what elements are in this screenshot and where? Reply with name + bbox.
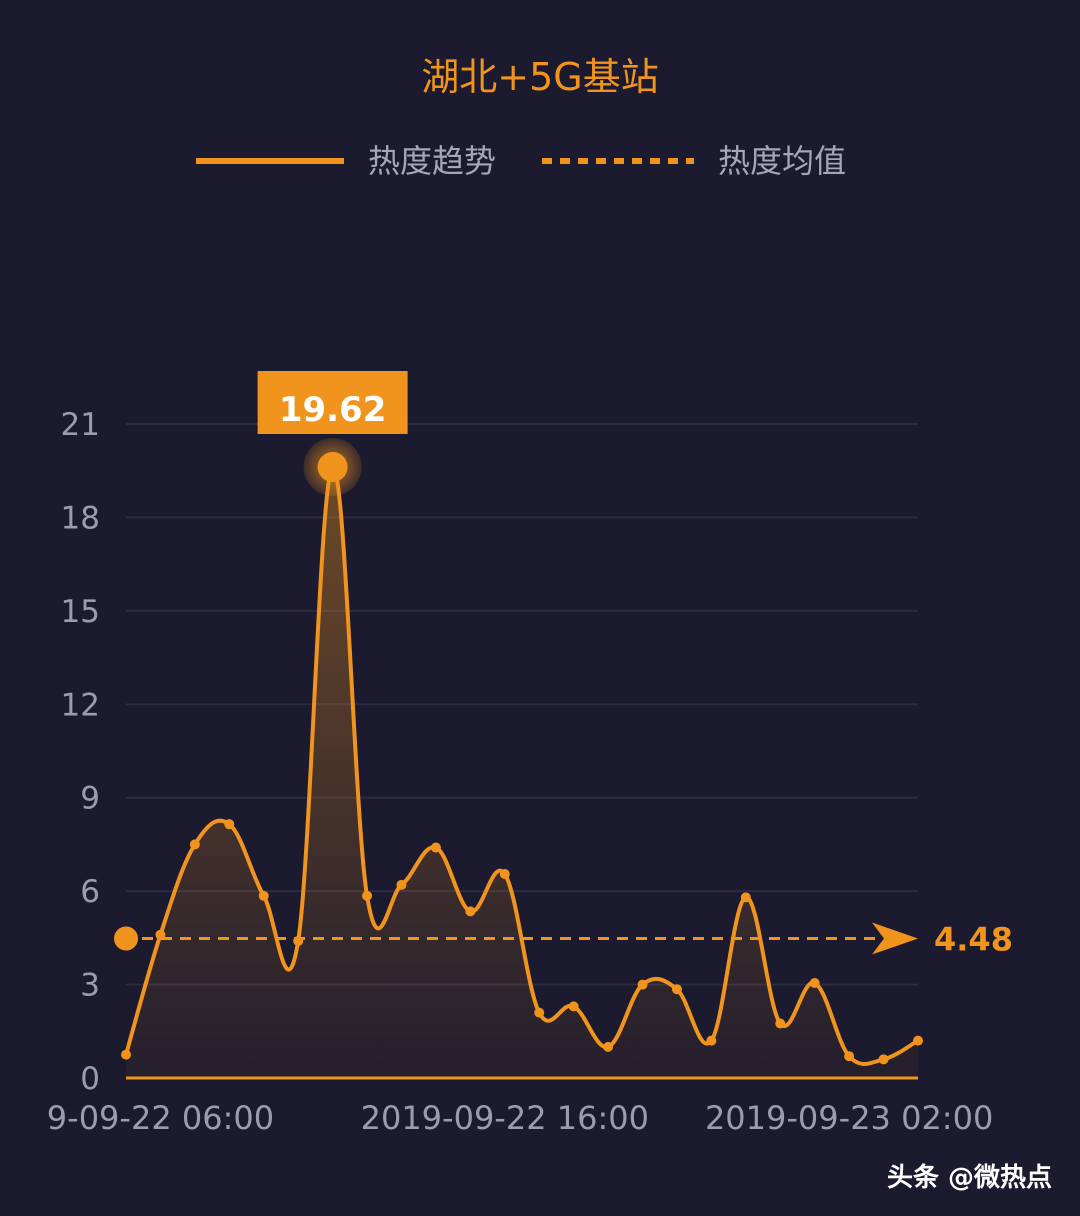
data-point: [430, 842, 441, 853]
data-point: [362, 890, 373, 901]
x-tick-label: 2019-09-23 02:00: [705, 1099, 993, 1137]
data-point: [258, 890, 269, 901]
data-point: [293, 935, 304, 946]
legend-average-label: 热度均值: [718, 142, 846, 180]
data-point: [740, 892, 751, 903]
data-point: [844, 1051, 855, 1062]
y-tick-label: 0: [80, 1061, 100, 1097]
data-point: [706, 1035, 717, 1046]
average-line-group: 4.48: [114, 920, 1013, 958]
x-axis-ticks: 9-09-22 06:00 2019-09-22 16:00 2019-09-23 …: [47, 1099, 994, 1137]
data-point: [603, 1041, 614, 1052]
data-point: [878, 1054, 889, 1065]
chart-title: 湖北+5G基站: [421, 55, 658, 99]
data-point: [534, 1007, 545, 1018]
peak-label-box: [257, 371, 408, 434]
legend-trend-label: 热度趋势: [368, 142, 496, 180]
y-tick-label: 6: [80, 874, 100, 910]
data-points: [121, 819, 923, 1065]
data-point: [671, 984, 682, 995]
average-start-dot: [114, 926, 138, 951]
y-tick-label: 18: [61, 500, 100, 536]
average-arrow: [872, 922, 918, 955]
peak-value-label: 19.62: [279, 390, 387, 430]
data-point: [224, 819, 235, 830]
data-point: [568, 1001, 579, 1012]
peak-point: [317, 451, 348, 482]
y-tick-label: 21: [61, 407, 100, 443]
peak-annotation: 19.62: [257, 371, 408, 496]
trend-line: [124, 464, 920, 1066]
data-point: [913, 1035, 923, 1046]
data-point: [809, 978, 820, 989]
data-point: [499, 869, 510, 880]
data-point: [465, 906, 476, 917]
data-point: [396, 879, 407, 890]
y-tick-label: 15: [61, 594, 100, 630]
trend-area: [126, 466, 918, 1078]
x-tick-label: 9-09-22 06:00: [47, 1099, 274, 1137]
data-point: [121, 1049, 131, 1060]
data-point: [189, 839, 200, 850]
data-point: [775, 1018, 786, 1029]
x-tick-label: 2019-09-22 16:00: [361, 1099, 649, 1137]
average-value-label: 4.48: [934, 920, 1013, 958]
legend: 热度趋势 热度均值: [196, 142, 846, 180]
y-tick-label: 9: [80, 781, 100, 817]
y-tick-label: 12: [61, 687, 100, 723]
y-axis-ticks: 0 3 6 9 12 15 18 21: [61, 407, 100, 1097]
data-point: [637, 979, 648, 990]
y-tick-label: 3: [80, 968, 100, 1004]
watermark: 头条 @微热点: [887, 1162, 1052, 1193]
data-point: [155, 929, 166, 940]
